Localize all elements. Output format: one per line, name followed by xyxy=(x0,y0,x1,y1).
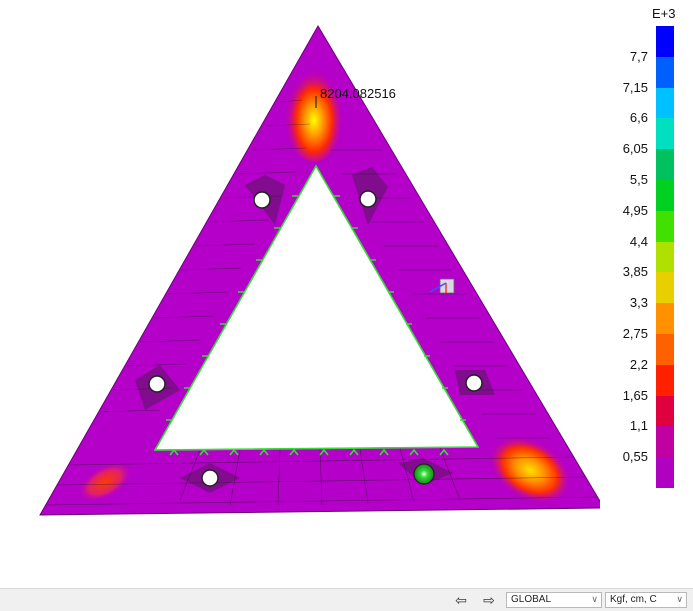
legend-color-swatch xyxy=(656,241,674,273)
legend-tick-label: 3,85 xyxy=(622,264,648,280)
bolt-hole[interactable] xyxy=(148,375,166,393)
legend-color-swatch xyxy=(656,457,674,489)
bolt-hole[interactable] xyxy=(359,190,377,208)
bolt-hole[interactable] xyxy=(201,469,219,487)
legend-color-swatch xyxy=(656,303,674,335)
legend-color-bar xyxy=(656,26,674,489)
chevron-down-icon: ∨ xyxy=(591,594,598,604)
legend-color-swatch xyxy=(656,56,674,89)
legend-tick-label: 2,75 xyxy=(622,326,648,341)
bolt-hole-highlighted[interactable] xyxy=(413,463,435,485)
legend-tick-label: 6,05 xyxy=(622,141,648,157)
legend-color-swatch xyxy=(656,426,674,458)
legend-color-swatch xyxy=(656,210,674,243)
units-value: Kgf, cm, C xyxy=(610,594,657,605)
arrow-left-icon[interactable]: ⇦ xyxy=(455,592,467,608)
units-select[interactable]: Kgf, cm, C ∨ xyxy=(605,592,687,608)
legend-tick-label: 1,65 xyxy=(622,387,648,403)
stress-hotspot-left xyxy=(77,461,133,503)
model-drawing: 8204.082516 xyxy=(39,25,600,516)
status-bar: ⇦ ⇨ GLOBAL ∨ Kgf, cm, C ∨ xyxy=(0,588,693,611)
support-markers xyxy=(153,164,480,456)
bolt-holes xyxy=(135,167,495,493)
legend-tick-label: 5,5 xyxy=(629,172,648,187)
legend-color-swatch xyxy=(656,180,674,212)
legend-color-swatch xyxy=(656,118,674,150)
legend-tick-label: 7,7 xyxy=(629,48,648,64)
stress-hotspot-top xyxy=(284,58,344,162)
legend-tick-label: 6,6 xyxy=(629,110,648,126)
legend-tick-label: 3,3 xyxy=(629,295,648,311)
legend-tick-label: 2,2 xyxy=(629,356,648,372)
chevron-down-icon: ∨ xyxy=(676,594,683,604)
legend-color-swatch xyxy=(656,149,674,181)
legend-color-swatch xyxy=(656,395,674,427)
legend-color-swatch xyxy=(656,26,674,58)
legend-tick-label: 4,4 xyxy=(629,233,648,249)
legend-tick-label: 1,1 xyxy=(629,418,648,434)
model-viewport[interactable]: 8204.082516 xyxy=(0,0,693,585)
legend-color-swatch xyxy=(656,87,674,119)
bolt-hole[interactable] xyxy=(253,191,271,209)
arrow-right-icon[interactable]: ⇨ xyxy=(483,592,495,608)
legend-tick-label: 0,55 xyxy=(622,449,648,465)
legend-exponent: E+3 xyxy=(652,6,676,21)
coordinate-system-value: GLOBAL xyxy=(511,594,552,605)
max-value-annotation: 8204.082516 xyxy=(320,86,396,101)
local-axis-icon xyxy=(429,278,455,294)
legend-color-swatch xyxy=(656,334,674,366)
legend-color-swatch xyxy=(656,364,674,397)
stress-hotspot-right xyxy=(488,435,572,505)
bolt-hole[interactable] xyxy=(465,374,483,392)
legend-color-swatch xyxy=(656,272,674,304)
legend-tick-label: 4,95 xyxy=(622,202,648,218)
legend-tick-label: 7,15 xyxy=(622,79,648,95)
coordinate-system-select[interactable]: GLOBAL ∨ xyxy=(506,592,602,608)
color-scale-legend: E+3 7,7 7,15 6,6 6,05 5,5 4,95 4,4 3,85 3,3 2,75 2… xyxy=(600,0,693,500)
